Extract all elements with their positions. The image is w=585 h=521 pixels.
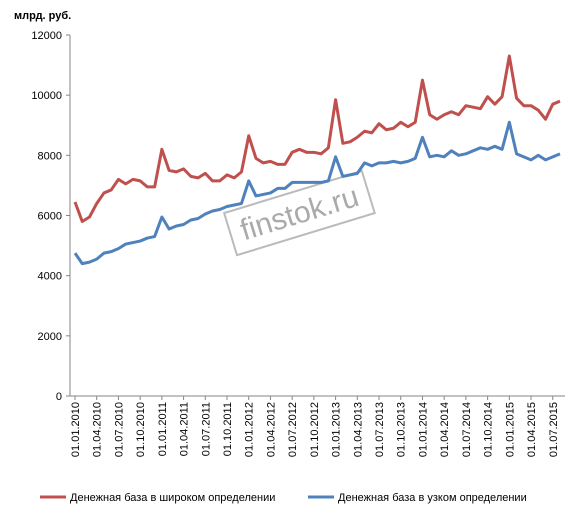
x-tick-label: 01.01.2013 bbox=[331, 402, 343, 457]
x-tick-label: 01.10.2013 bbox=[396, 402, 408, 457]
x-tick-label: 01.04.2013 bbox=[352, 402, 364, 457]
x-tick-label: 01.10.2012 bbox=[309, 402, 321, 457]
y-axis-label: млрд. руб. bbox=[14, 10, 71, 22]
y-tick-label: 12000 bbox=[31, 30, 62, 42]
x-tick-label: 01.07.2012 bbox=[287, 402, 299, 457]
x-tick-label: 01.01.2015 bbox=[504, 402, 516, 457]
x-tick-label: 01.04.2012 bbox=[265, 402, 277, 457]
x-tick-label: 01.07.2013 bbox=[374, 402, 386, 457]
watermark-box bbox=[222, 169, 376, 257]
y-tick-label: 8000 bbox=[38, 150, 62, 162]
x-tick-label: 01.04.2011 bbox=[179, 402, 191, 456]
x-tick-label: 01.07.2015 bbox=[548, 402, 560, 457]
x-tick-label: 01.10.2014 bbox=[483, 402, 495, 457]
x-tick-label: 01.10.2011 bbox=[222, 402, 234, 456]
series-line bbox=[73, 120, 561, 266]
x-tick-label: 01.07.2014 bbox=[461, 402, 473, 457]
x-tick-label: 01.07.2010 bbox=[113, 402, 125, 457]
x-tick-label: 01.04.2015 bbox=[526, 402, 538, 457]
y-tick-label: 10000 bbox=[31, 90, 62, 102]
x-tick-label: 01.01.2014 bbox=[417, 402, 429, 457]
x-tick-label: 01.01.2010 bbox=[70, 402, 82, 457]
x-tick-label: 01.04.2014 bbox=[439, 402, 451, 457]
series-line bbox=[73, 54, 561, 224]
y-tick-label: 2000 bbox=[38, 331, 62, 343]
x-tick-label: 01.10.2010 bbox=[135, 402, 147, 457]
x-tick-label: 01.04.2010 bbox=[92, 402, 104, 457]
y-tick-label: 4000 bbox=[38, 271, 62, 283]
y-tick-label: 6000 bbox=[38, 211, 62, 223]
legend-label: Денежная база в широком определении bbox=[70, 492, 275, 504]
y-tick-label: 0 bbox=[56, 391, 62, 403]
x-tick-label: 01.01.2011 bbox=[157, 402, 169, 456]
x-tick-label: 01.07.2011 bbox=[200, 402, 212, 456]
legend-label: Денежная база в узком определении bbox=[338, 492, 527, 504]
x-tick-label: 01.01.2012 bbox=[244, 402, 256, 457]
